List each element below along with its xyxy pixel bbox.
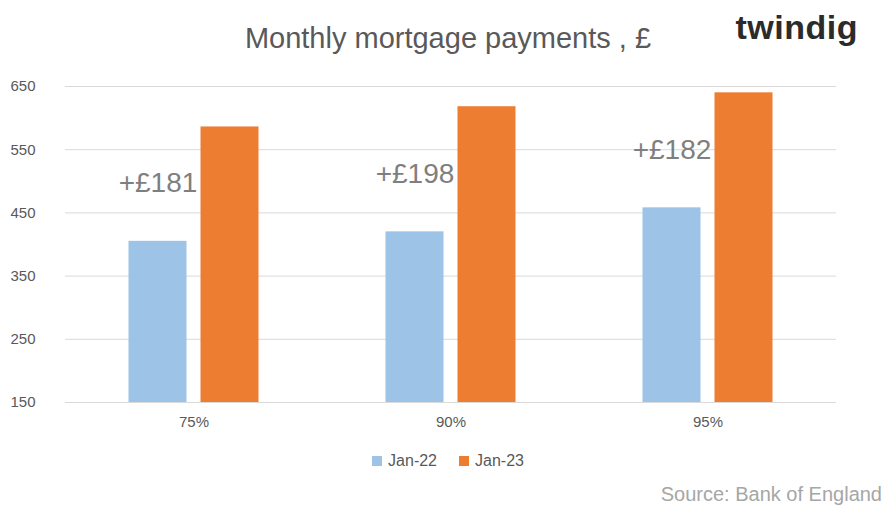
svg-text:650: 650 [10, 77, 35, 94]
svg-text:550: 550 [10, 141, 35, 158]
svg-text:+£181: +£181 [119, 167, 198, 198]
svg-text:+£198: +£198 [376, 158, 455, 189]
svg-text:95%: 95% [693, 413, 723, 430]
html-text:Jan-22: Jan-22 [388, 452, 437, 469]
svg-text:150: 150 [10, 393, 35, 410]
html-text:twindig: twindig [735, 8, 858, 46]
svg-text:+£182: +£182 [633, 134, 712, 165]
svg-text:450: 450 [10, 204, 35, 221]
html-text:Monthly mortgage payments , £: Monthly mortgage payments , £ [244, 22, 652, 54]
html-text:Jan-23: Jan-23 [475, 452, 524, 469]
svg-text:90%: 90% [436, 413, 466, 430]
html-text:Source: Bank of England: Source: Bank of England [660, 483, 882, 505]
svg-text:250: 250 [10, 330, 35, 347]
svg-text:75%: 75% [179, 413, 209, 430]
svg-text:350: 350 [10, 267, 35, 284]
